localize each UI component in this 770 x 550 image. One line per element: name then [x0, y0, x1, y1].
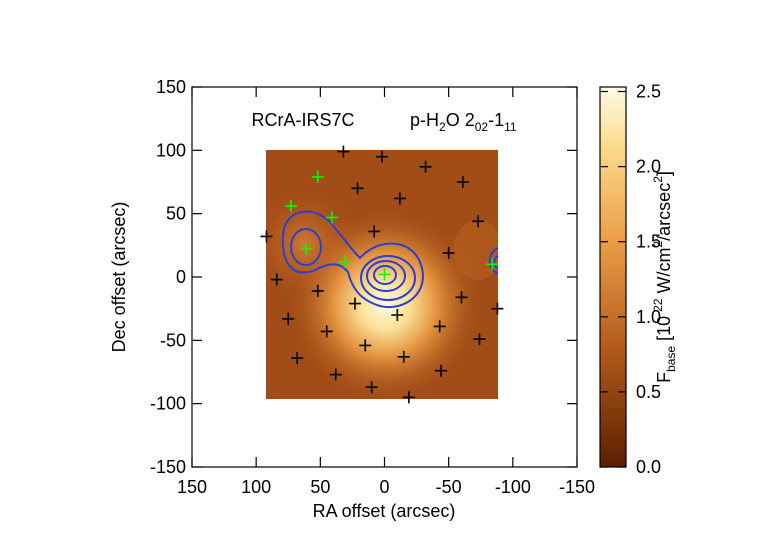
text-part: 02: [475, 120, 489, 134]
text-part: ]: [654, 171, 674, 176]
x-tick-label: 100: [241, 477, 271, 497]
x-tick-label: -50: [436, 477, 462, 497]
pointing-marker: [419, 160, 432, 173]
text-part: [10: [654, 316, 674, 346]
pointing-marker: [378, 268, 391, 281]
pointing-marker: [311, 284, 324, 297]
pointing-marker: [455, 291, 468, 304]
y-tick-label: 50: [166, 204, 186, 224]
pointing-marker: [311, 170, 324, 183]
text-part: O 2: [446, 110, 475, 130]
pointing-marker: [402, 391, 415, 404]
text-part: base: [664, 346, 678, 372]
pointing-marker: [393, 192, 406, 205]
text-part: /arcsec: [654, 183, 674, 241]
pointing-marker: [300, 243, 313, 256]
x-tick-label: 150: [177, 477, 207, 497]
pointing-marker: [434, 364, 447, 377]
text-part: p-H: [410, 110, 439, 130]
annotation: RCrA-IRS7C: [251, 110, 354, 130]
pointing-marker: [442, 246, 455, 259]
colorbar-tick-label: 1.0: [636, 307, 661, 327]
colorbar-tick-label: 0.0: [636, 457, 661, 477]
pointing-marker: [391, 309, 404, 321]
text-part: 2: [651, 241, 665, 248]
pointing-marker: [359, 339, 372, 352]
y-tick-label: -100: [150, 394, 186, 414]
colorbar-tick-label: 2.0: [636, 157, 661, 177]
pointing-marker: [375, 150, 388, 163]
x-tick-label: 50: [310, 477, 330, 497]
pointing-marker: [348, 297, 361, 310]
x-tick-label: 0: [379, 477, 389, 497]
pointing-marker: [486, 258, 499, 271]
pointing-marker: [473, 333, 486, 346]
y-tick-label: 150: [156, 77, 186, 97]
text-part: 11: [504, 120, 517, 134]
text-part: 2: [651, 176, 665, 183]
text-part: -22: [651, 298, 665, 316]
pointing-marker: [368, 225, 381, 238]
pointing-marker: [329, 368, 342, 381]
pointing-marker: [260, 230, 273, 243]
pointing-marker: [291, 352, 304, 365]
x-tick-label: -100: [495, 477, 531, 497]
x-tick-label: -150: [559, 477, 595, 497]
text-part: W/cm: [654, 248, 674, 299]
pointing-marker: [433, 320, 446, 333]
x-axis-label: RA offset (arcsec): [313, 501, 456, 521]
y-tick-label: 100: [156, 140, 186, 160]
pointing-marker: [284, 200, 297, 213]
pointing-marker: [365, 381, 378, 394]
pointing-marker: [338, 255, 351, 268]
text-part: RCrA-IRS7C: [251, 110, 354, 130]
y-axis-label: Dec offset (arcsec): [109, 202, 129, 353]
colorbar-tick-label: 1.5: [636, 232, 661, 252]
pointing-marker: [456, 176, 469, 188]
contours: [281, 210, 499, 309]
pointing-marker: [472, 215, 485, 228]
annotation: p-H2O 202-111: [410, 110, 517, 134]
pointing-marker: [270, 273, 283, 286]
text-part: F: [654, 372, 674, 383]
colorbar-label: Fbase [10-22 W/cm2/arcsec2]: [651, 171, 678, 383]
pointing-marker: [337, 145, 350, 158]
y-tick-label: -50: [160, 330, 186, 350]
text-part: 2: [439, 120, 446, 134]
pointing-marker: [351, 182, 364, 195]
colorbar: [599, 86, 627, 468]
pointing-marker: [282, 312, 295, 325]
colorbar-tick-label: 2.5: [636, 82, 661, 102]
pointing-marker: [491, 302, 504, 315]
pointing-marker: [397, 350, 410, 363]
y-tick-label: -150: [150, 457, 186, 477]
text-part: -1: [488, 110, 504, 130]
pointing-marker: [320, 325, 333, 338]
colorbar-tick-label: 0.5: [636, 382, 661, 402]
y-tick-label: 0: [176, 267, 186, 287]
pointing-marker: [325, 211, 338, 224]
